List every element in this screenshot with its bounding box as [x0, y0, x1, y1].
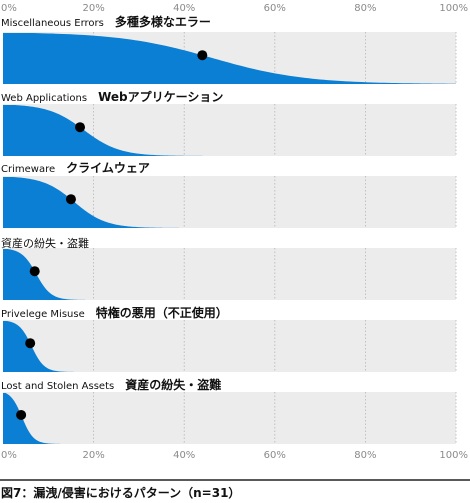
top-axis-ticks: 0% 20% 40% 60% 80% 100%	[1, 3, 468, 14]
x-tick-label: 80%	[354, 450, 376, 461]
value-dot	[29, 266, 40, 277]
panel-6: Lost and Stolen Assets 資産の紛失・盗難	[1, 377, 457, 444]
distribution-area	[3, 177, 179, 228]
panel-band	[3, 392, 456, 444]
x-tick-label: 0%	[1, 3, 17, 14]
panel-label-en: Web Applications	[1, 93, 87, 104]
panel-label-ja: 多種多様なエラー	[115, 14, 211, 29]
panel-4: 資産の紛失・盗難	[1, 236, 457, 300]
x-tick-label: 60%	[264, 450, 286, 461]
panel-band	[3, 320, 456, 372]
panel-label-en: Crimeware	[1, 164, 55, 175]
panel-label-ja: クライムウェア	[66, 161, 150, 175]
x-tick-label: 40%	[173, 3, 195, 14]
value-dot	[75, 122, 86, 133]
value-dot	[25, 338, 36, 349]
distribution-area	[3, 105, 203, 156]
value-dot	[65, 194, 76, 205]
panel-band	[3, 248, 456, 300]
panel-label-ja: 資産の紛失・盗難	[1, 236, 89, 250]
distribution-area	[3, 393, 61, 444]
panel-label-ja: 資産の紛失・盗難	[125, 377, 221, 392]
distribution-area	[3, 321, 74, 372]
x-tick-label: 20%	[82, 3, 104, 14]
x-tick-label: 80%	[354, 3, 376, 14]
x-tick-label: 100%	[439, 3, 468, 14]
x-tick-label: 0%	[1, 450, 17, 461]
panel-1: Miscellaneous Errors 多種多様なエラー	[1, 14, 457, 84]
panel-label-en: Lost and Stolen Assets	[1, 381, 114, 392]
value-dot	[197, 50, 208, 61]
panel-2: Web Applications Webアプリケーション	[1, 89, 457, 156]
panel-label-en: Miscellaneous Errors	[1, 18, 104, 29]
bottom-axis-ticks: 0% 20% 40% 60% 80% 100%	[1, 450, 468, 461]
x-tick-label: 100%	[439, 450, 468, 461]
panel-label-ja: Webアプリケーション	[98, 89, 223, 104]
panel-label-ja: 特権の悪用（不正使用）	[96, 305, 228, 320]
panel-label-en: Privelege Misuse	[1, 309, 85, 320]
distribution-area	[3, 249, 86, 300]
x-tick-label: 20%	[82, 450, 104, 461]
value-dot	[16, 409, 27, 420]
panel-5: Privelege Misuse 特権の悪用（不正使用）	[1, 305, 457, 372]
chart-panels: Miscellaneous Errors 多種多様なエラー Web Applicat…	[1, 14, 457, 444]
panel-3: Crimeware クライムウェア	[1, 161, 457, 228]
x-tick-label: 40%	[173, 450, 195, 461]
distribution-area	[3, 33, 456, 84]
chart-caption: 図7：漏洩/侵害におけるパターン（n=31）	[1, 485, 240, 500]
x-tick-label: 60%	[264, 3, 286, 14]
